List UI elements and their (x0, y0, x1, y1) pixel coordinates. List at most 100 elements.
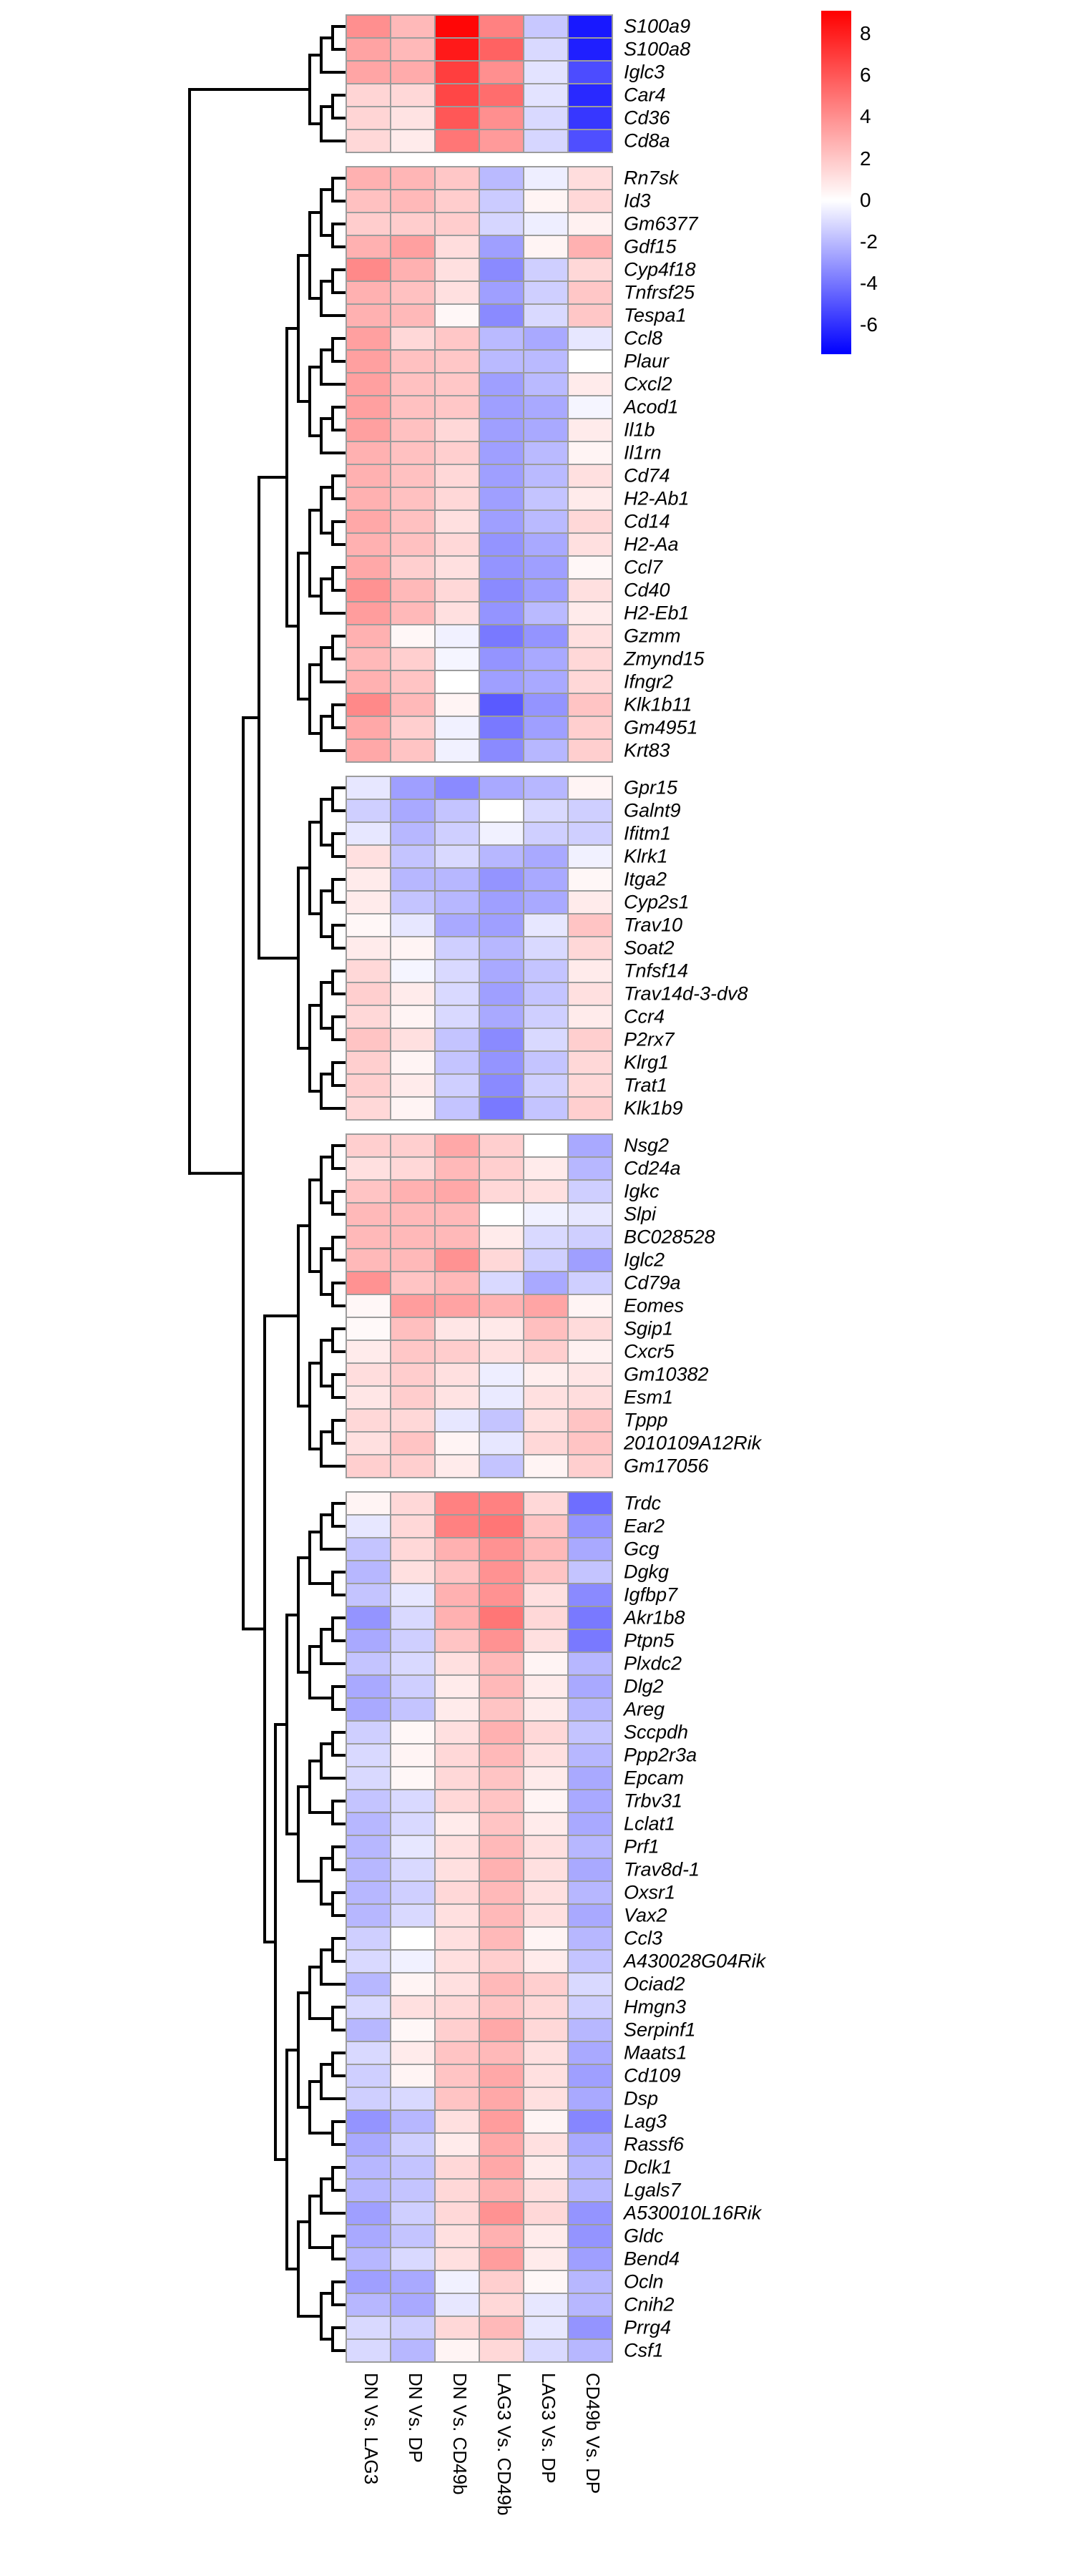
heatmap-cell (480, 892, 523, 913)
heatmap-cell (436, 2042, 479, 2064)
heatmap-cell (347, 1722, 390, 1743)
heatmap-cell (347, 2019, 390, 2041)
heatmap-cell (480, 2225, 523, 2247)
heatmap-cell (436, 1836, 479, 1858)
heatmap-cell (347, 740, 390, 761)
column-label: DN Vs. DP (405, 2373, 426, 2463)
row-label-gene: Car4 (624, 84, 666, 106)
colorbar-tick-label: -6 (860, 313, 878, 336)
heatmap-cell (480, 1538, 523, 1560)
heatmap-cell (436, 1318, 479, 1340)
heatmap-cell (391, 1699, 434, 1720)
heatmap-cell (524, 1272, 567, 1294)
heatmap-cell (436, 328, 479, 349)
row-label-gene: Slpi (624, 1203, 657, 1225)
heatmap-cell (436, 2111, 479, 2132)
heatmap-cell (391, 740, 434, 761)
row-label-gene: Cd14 (624, 510, 670, 532)
column-label: LAG3 Vs. CD49b (494, 2373, 515, 2516)
heatmap-cell (524, 1767, 567, 1789)
heatmap-cell (569, 1158, 612, 1179)
row-label-gene: Ptpn5 (624, 1629, 675, 1652)
heatmap-cell (391, 305, 434, 326)
heatmap-cell (480, 1630, 523, 1652)
heatmap-cell (524, 2271, 567, 2293)
row-label-gene: Id3 (624, 190, 651, 212)
heatmap-cell (347, 2202, 390, 2224)
heatmap-cell (391, 84, 434, 106)
heatmap-cell (347, 1813, 390, 1835)
heatmap-cell (524, 1052, 567, 1073)
heatmap-cell (391, 465, 434, 487)
heatmap-cell (391, 1538, 434, 1560)
heatmap-cell (569, 1607, 612, 1629)
heatmap-cell (569, 557, 612, 578)
row-label-gene: Serpinf1 (624, 2019, 696, 2041)
heatmap-cell (480, 1653, 523, 1674)
heatmap-cell (436, 2157, 479, 2178)
heatmap-cell (480, 213, 523, 235)
heatmap-cell (347, 1859, 390, 1880)
heatmap-cell (391, 236, 434, 258)
heatmap-cell (391, 983, 434, 1005)
heatmap-cell (569, 1052, 612, 1073)
heatmap-cell (524, 777, 567, 799)
heatmap-cell (480, 1318, 523, 1340)
heatmap-cell (391, 130, 434, 152)
heatmap-cell (480, 190, 523, 212)
heatmap-cell (391, 1813, 434, 1835)
heatmap-cell (436, 1859, 479, 1880)
heatmap-cell (391, 2134, 434, 2155)
heatmap-cell (569, 2271, 612, 2293)
heatmap-cell (347, 419, 390, 441)
heatmap-cell (436, 1455, 479, 1477)
heatmap-cell (391, 2019, 434, 2041)
heatmap-cell (436, 1905, 479, 1926)
heatmap-cell (480, 1996, 523, 2018)
heatmap-cell (524, 511, 567, 532)
heatmap-cell (480, 1410, 523, 1431)
heatmap-cell (436, 282, 479, 303)
heatmap-cell (524, 419, 567, 441)
heatmap-cell (436, 305, 479, 326)
heatmap-cell (436, 2065, 479, 2087)
heatmap-cell (391, 2042, 434, 2064)
heatmap-cell (347, 1699, 390, 1720)
heatmap-cell (347, 259, 390, 280)
heatmap-cell (569, 1006, 612, 1028)
heatmap-cell (436, 1387, 479, 1408)
heatmap-cell (524, 1951, 567, 1972)
heatmap-cell (347, 914, 390, 936)
heatmap-cell (347, 892, 390, 913)
row-label-gene: Dlg2 (624, 1675, 664, 1697)
heatmap-cell (480, 39, 523, 60)
heatmap-cell (391, 107, 434, 129)
heatmap-cell (480, 1928, 523, 1949)
heatmap-cell (436, 374, 479, 395)
heatmap-cell (436, 602, 479, 624)
heatmap-cell (569, 960, 612, 982)
row-label-gene: Cd24a (624, 1157, 681, 1179)
row-label-gene: S100a9 (624, 15, 691, 37)
heatmap-cell (347, 2042, 390, 2064)
heatmap-cell (347, 190, 390, 212)
heatmap-cell (391, 2225, 434, 2247)
row-label-gene: Krt83 (624, 739, 670, 761)
heatmap-cell (569, 740, 612, 761)
row-label-gene: Ccl7 (624, 556, 663, 578)
row-label-gene: Klk1b9 (624, 1097, 683, 1119)
heatmap-cell (347, 2294, 390, 2316)
heatmap-cell (347, 2134, 390, 2155)
row-label-gene: Trav14d-3-dv8 (624, 982, 748, 1005)
heatmap-cell (569, 62, 612, 83)
heatmap-cell (347, 694, 390, 716)
heatmap-cell (480, 442, 523, 464)
heatmap-cell (391, 914, 434, 936)
heatmap-cell (524, 1516, 567, 1537)
heatmap-cell (436, 1098, 479, 1119)
heatmap-cell (480, 1699, 523, 1720)
row-label-gene: A530010L16Rik (624, 2202, 762, 2224)
heatmap-cell (347, 2088, 390, 2109)
heatmap-cell (391, 671, 434, 693)
